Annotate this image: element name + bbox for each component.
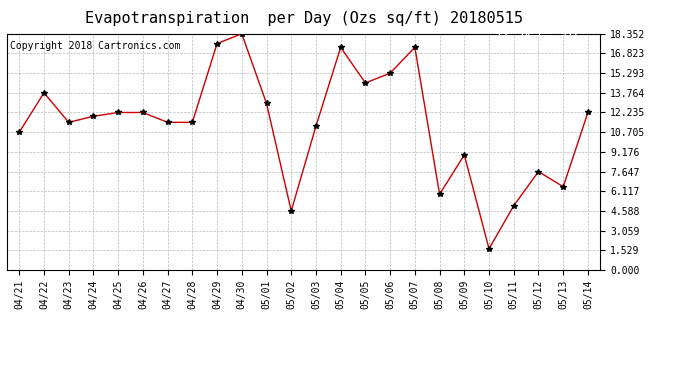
- Text: Copyright 2018 Cartronics.com: Copyright 2018 Cartronics.com: [10, 41, 180, 51]
- Title: Evapotranspiration  per Day (Ozs sq/ft) 20180515: Evapotranspiration per Day (Ozs sq/ft) 2…: [85, 12, 522, 27]
